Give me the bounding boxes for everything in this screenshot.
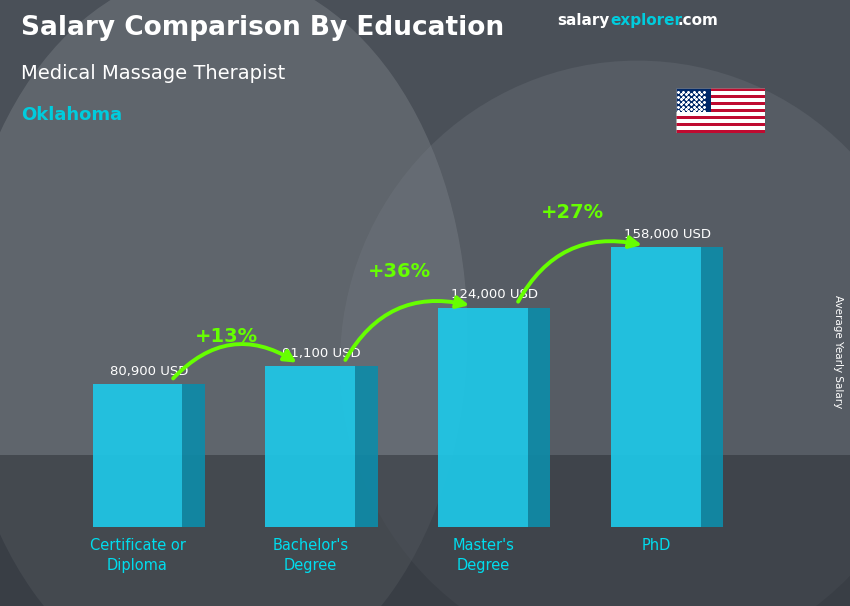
Text: Oklahoma: Oklahoma bbox=[21, 106, 122, 124]
Polygon shape bbox=[528, 308, 551, 527]
Bar bbox=[676, 105, 765, 109]
Bar bbox=[676, 109, 765, 112]
Text: Medical Massage Therapist: Medical Massage Therapist bbox=[21, 64, 286, 82]
Text: explorer: explorer bbox=[610, 13, 683, 28]
Text: 124,000 USD: 124,000 USD bbox=[450, 288, 538, 301]
Bar bbox=[265, 366, 355, 527]
Bar bbox=[676, 123, 765, 126]
Bar bbox=[676, 98, 765, 102]
Text: Salary Comparison By Education: Salary Comparison By Education bbox=[21, 15, 504, 41]
Ellipse shape bbox=[340, 61, 850, 606]
Text: .com: .com bbox=[677, 13, 718, 28]
Bar bbox=[676, 116, 765, 119]
Bar bbox=[438, 308, 528, 527]
Text: 158,000 USD: 158,000 USD bbox=[624, 228, 711, 241]
Bar bbox=[611, 247, 700, 527]
Bar bbox=[676, 95, 765, 98]
Ellipse shape bbox=[0, 0, 468, 606]
Bar bbox=[676, 126, 765, 130]
Text: Average Yearly Salary: Average Yearly Salary bbox=[833, 295, 843, 408]
Text: +13%: +13% bbox=[195, 327, 258, 346]
Bar bbox=[676, 119, 765, 123]
Bar bbox=[676, 102, 765, 105]
Text: +27%: +27% bbox=[541, 203, 604, 222]
FancyArrowPatch shape bbox=[345, 297, 465, 360]
FancyArrowPatch shape bbox=[518, 237, 638, 302]
Bar bbox=[676, 92, 765, 95]
Bar bbox=[93, 384, 183, 527]
FancyArrowPatch shape bbox=[173, 344, 293, 378]
Bar bbox=[676, 88, 765, 92]
Bar bbox=[676, 112, 765, 116]
Text: 80,900 USD: 80,900 USD bbox=[110, 365, 188, 378]
Bar bbox=[676, 130, 765, 133]
Polygon shape bbox=[355, 366, 377, 527]
Text: 91,100 USD: 91,100 USD bbox=[282, 347, 361, 359]
Polygon shape bbox=[700, 247, 723, 527]
Polygon shape bbox=[183, 384, 205, 527]
Text: +36%: +36% bbox=[368, 262, 431, 281]
Bar bbox=[0, 454, 850, 606]
Bar bbox=[676, 88, 711, 112]
Text: salary: salary bbox=[557, 13, 609, 28]
